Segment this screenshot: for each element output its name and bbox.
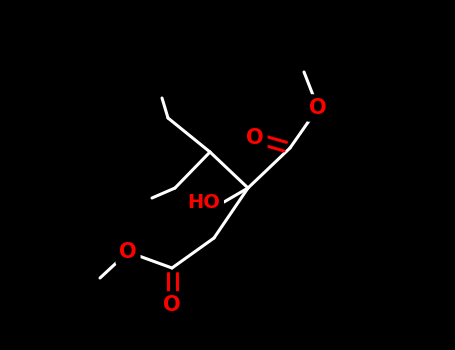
Text: O: O — [119, 242, 137, 262]
Text: O: O — [246, 128, 264, 148]
Text: O: O — [309, 98, 327, 118]
Text: O: O — [163, 295, 181, 315]
Text: HO: HO — [187, 193, 220, 211]
